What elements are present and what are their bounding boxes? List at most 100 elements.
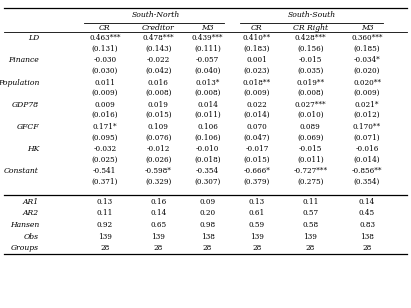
Text: 28: 28 bbox=[363, 245, 372, 253]
Text: (0.015): (0.015) bbox=[145, 111, 171, 119]
Text: 0.171*: 0.171* bbox=[92, 123, 117, 131]
Text: -0.016: -0.016 bbox=[356, 145, 379, 153]
Text: (0.106): (0.106) bbox=[194, 133, 221, 141]
Text: (0.016): (0.016) bbox=[92, 111, 118, 119]
Text: 0.45: 0.45 bbox=[359, 209, 375, 217]
Text: (0.131): (0.131) bbox=[92, 45, 118, 53]
Text: Population: Population bbox=[0, 79, 39, 87]
Text: Constant: Constant bbox=[4, 167, 39, 175]
Text: (0.307): (0.307) bbox=[194, 178, 221, 186]
Text: (0.275): (0.275) bbox=[297, 178, 323, 186]
Text: CR: CR bbox=[251, 24, 263, 32]
Text: 0.011: 0.011 bbox=[94, 79, 115, 87]
Text: (0.014): (0.014) bbox=[354, 156, 380, 164]
Text: 0.428***: 0.428*** bbox=[295, 34, 326, 42]
Text: (0.009): (0.009) bbox=[244, 89, 270, 97]
Text: (0.071): (0.071) bbox=[354, 133, 380, 141]
Text: (0.018): (0.018) bbox=[194, 156, 221, 164]
Text: GFCF: GFCF bbox=[16, 123, 39, 131]
Text: (0.009): (0.009) bbox=[354, 89, 380, 97]
Text: 0.016: 0.016 bbox=[148, 79, 169, 87]
Text: 0.109: 0.109 bbox=[148, 123, 169, 131]
Text: 0.170**: 0.170** bbox=[353, 123, 381, 131]
Text: 0.021*: 0.021* bbox=[355, 101, 379, 109]
Text: (0.371): (0.371) bbox=[92, 178, 118, 186]
Text: (0.026): (0.026) bbox=[145, 156, 171, 164]
Text: (0.015): (0.015) bbox=[244, 156, 270, 164]
Text: 0.089: 0.089 bbox=[300, 123, 321, 131]
Text: 0.022: 0.022 bbox=[247, 101, 267, 109]
Text: -0.022: -0.022 bbox=[147, 56, 170, 64]
Text: (0.156): (0.156) bbox=[297, 45, 323, 53]
Text: CR Right: CR Right bbox=[293, 24, 328, 32]
Text: 28: 28 bbox=[100, 245, 109, 253]
Text: 28: 28 bbox=[252, 245, 261, 253]
Text: 0.070: 0.070 bbox=[247, 123, 267, 131]
Text: 0.009: 0.009 bbox=[95, 101, 115, 109]
Text: (0.354): (0.354) bbox=[354, 178, 380, 186]
Text: 0.014: 0.014 bbox=[197, 101, 218, 109]
Text: 0.92: 0.92 bbox=[97, 221, 113, 229]
Text: 138: 138 bbox=[360, 233, 374, 241]
Text: GDP78: GDP78 bbox=[12, 101, 39, 109]
Text: 0.410**: 0.410** bbox=[243, 34, 271, 42]
Text: (0.329): (0.329) bbox=[145, 178, 171, 186]
Text: (0.011): (0.011) bbox=[297, 156, 324, 164]
Text: 139: 139 bbox=[303, 233, 317, 241]
Text: -0.015: -0.015 bbox=[299, 145, 322, 153]
Text: 139: 139 bbox=[151, 233, 165, 241]
Text: -0.015: -0.015 bbox=[299, 56, 322, 64]
Text: (0.008): (0.008) bbox=[297, 89, 323, 97]
Text: -0.598*: -0.598* bbox=[145, 167, 172, 175]
Text: 0.65: 0.65 bbox=[150, 221, 166, 229]
Text: (0.010): (0.010) bbox=[297, 111, 323, 119]
Text: Obs: Obs bbox=[24, 233, 39, 241]
Text: 0.11: 0.11 bbox=[97, 209, 113, 217]
Text: 0.027***: 0.027*** bbox=[295, 101, 326, 109]
Text: -0.666*: -0.666* bbox=[243, 167, 270, 175]
Text: 138: 138 bbox=[201, 233, 215, 241]
Text: 0.106: 0.106 bbox=[197, 123, 218, 131]
Text: -0.034*: -0.034* bbox=[353, 56, 381, 64]
Text: -0.541: -0.541 bbox=[93, 167, 116, 175]
Text: 0.360***: 0.360*** bbox=[351, 34, 383, 42]
Text: South-South: South-South bbox=[288, 11, 336, 19]
Text: (0.042): (0.042) bbox=[145, 67, 171, 75]
Text: Creditor: Creditor bbox=[142, 24, 175, 32]
Text: 0.439***: 0.439*** bbox=[192, 34, 223, 42]
Text: M3: M3 bbox=[361, 24, 373, 32]
Text: (0.011): (0.011) bbox=[194, 111, 221, 119]
Text: HK: HK bbox=[27, 145, 39, 153]
Text: -0.012: -0.012 bbox=[147, 145, 170, 153]
Text: 0.013*: 0.013* bbox=[195, 79, 220, 87]
Text: -0.354: -0.354 bbox=[196, 167, 219, 175]
Text: 0.09: 0.09 bbox=[199, 198, 216, 206]
Text: (0.030): (0.030) bbox=[92, 67, 118, 75]
Text: AR2: AR2 bbox=[23, 209, 39, 217]
Text: South-North: South-North bbox=[132, 11, 180, 19]
Text: (0.008): (0.008) bbox=[194, 89, 221, 97]
Text: -0.017: -0.017 bbox=[245, 145, 268, 153]
Text: (0.379): (0.379) bbox=[244, 178, 270, 186]
Text: 0.59: 0.59 bbox=[249, 221, 265, 229]
Text: 0.13: 0.13 bbox=[97, 198, 113, 206]
Text: (0.040): (0.040) bbox=[194, 67, 221, 75]
Text: 0.20: 0.20 bbox=[199, 209, 216, 217]
Text: (0.111): (0.111) bbox=[194, 45, 221, 53]
Text: 0.019**: 0.019** bbox=[296, 79, 324, 87]
Text: -0.010: -0.010 bbox=[196, 145, 219, 153]
Text: (0.009): (0.009) bbox=[92, 89, 118, 97]
Text: LD: LD bbox=[28, 34, 39, 42]
Text: (0.014): (0.014) bbox=[244, 111, 270, 119]
Text: 28: 28 bbox=[306, 245, 315, 253]
Text: (0.012): (0.012) bbox=[354, 111, 380, 119]
Text: 0.020**: 0.020** bbox=[353, 79, 381, 87]
Text: 139: 139 bbox=[98, 233, 112, 241]
Text: 0.14: 0.14 bbox=[150, 209, 166, 217]
Text: 0.13: 0.13 bbox=[249, 198, 265, 206]
Text: 28: 28 bbox=[203, 245, 212, 253]
Text: 0.98: 0.98 bbox=[199, 221, 216, 229]
Text: 0.019: 0.019 bbox=[148, 101, 169, 109]
Text: Finance: Finance bbox=[8, 56, 39, 64]
Text: -0.030: -0.030 bbox=[93, 56, 116, 64]
